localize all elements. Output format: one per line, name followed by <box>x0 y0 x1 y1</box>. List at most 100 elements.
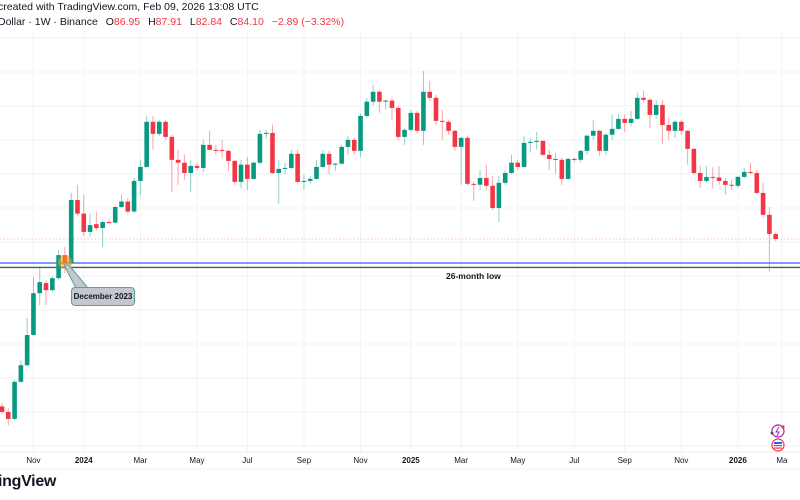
x-tick-label: 2024 <box>75 456 93 465</box>
candle-body <box>232 160 238 182</box>
candle <box>641 90 646 103</box>
candle-body <box>150 121 156 134</box>
candle <box>565 157 571 180</box>
candle <box>572 157 577 162</box>
tradingview-logo: ingView <box>0 473 57 490</box>
candle-body <box>660 104 665 126</box>
candle-body <box>270 132 275 173</box>
candle <box>125 197 131 215</box>
candle <box>238 159 244 188</box>
candle <box>358 113 363 157</box>
high-value: 87.91 <box>155 16 182 28</box>
candle-body <box>31 293 36 336</box>
december-2023-callout: December 2023 <box>71 287 135 306</box>
candle <box>156 119 162 136</box>
candle <box>440 109 445 140</box>
candle-body <box>408 112 414 130</box>
candle <box>634 92 640 120</box>
candle-body <box>723 180 728 185</box>
candle-body <box>200 144 206 168</box>
candle-body <box>106 222 112 224</box>
candle <box>647 97 653 128</box>
candle <box>24 318 30 367</box>
candle <box>735 175 741 188</box>
candle <box>351 137 357 155</box>
candle <box>490 175 495 211</box>
x-tick-label: Nov <box>353 456 367 465</box>
candle <box>748 162 753 174</box>
candle <box>484 164 489 190</box>
candle <box>414 110 420 133</box>
candle-body <box>697 172 703 181</box>
candle-body <box>320 153 326 167</box>
candle <box>666 117 672 140</box>
events-icon[interactable] <box>770 424 785 438</box>
candles <box>0 70 778 426</box>
change-value: −2.89 (−3.32%) <box>271 16 345 28</box>
x-tick-label: May <box>510 456 525 465</box>
candle <box>704 165 709 183</box>
symbol-info: Dollar · 1W · Binance <box>0 16 98 28</box>
candle-body <box>100 222 105 229</box>
candle <box>370 84 376 106</box>
candle <box>389 97 395 120</box>
candle <box>182 154 187 180</box>
candle <box>754 170 760 194</box>
candle <box>622 114 628 132</box>
candle-body <box>364 101 370 116</box>
candle <box>219 139 225 158</box>
x-tick-label: May <box>189 456 204 465</box>
candle-body <box>326 153 332 165</box>
candle-body <box>572 158 577 160</box>
candle <box>295 149 300 183</box>
candle <box>723 177 728 196</box>
candle <box>301 174 307 190</box>
us-flag-icon[interactable] <box>771 438 785 452</box>
candle <box>333 162 338 171</box>
candle-body <box>414 112 420 131</box>
x-tick-label: Mar <box>454 456 468 465</box>
candle <box>584 134 590 155</box>
candle-body <box>144 121 149 167</box>
candle-body <box>163 121 168 137</box>
open-label: O <box>105 16 114 28</box>
candle-body <box>477 177 483 185</box>
x-tick-label: 2026 <box>729 456 747 465</box>
candle <box>87 213 93 238</box>
candle-body <box>345 139 351 147</box>
candle <box>609 114 615 140</box>
candle-body <box>56 255 61 279</box>
candle-body <box>50 278 55 291</box>
candle <box>251 161 256 180</box>
candle-body <box>735 176 741 186</box>
candle <box>729 179 734 190</box>
candle-body <box>490 185 495 209</box>
candle-body <box>616 118 621 129</box>
candle-body <box>207 144 212 150</box>
candle <box>282 162 288 175</box>
candle <box>43 280 49 306</box>
candle <box>270 124 275 174</box>
candle-body <box>597 130 602 151</box>
candle-body <box>18 365 24 382</box>
watermark-created-line: created with TradingView.com, Feb 09, 20… <box>0 1 259 13</box>
candle-body <box>666 125 672 131</box>
candle-body <box>565 158 571 179</box>
candle-body <box>395 107 401 137</box>
candle <box>257 129 263 165</box>
candle <box>679 119 684 135</box>
candle <box>377 89 382 113</box>
candle-body <box>5 411 11 419</box>
candle-body <box>458 137 464 147</box>
candle <box>150 115 156 150</box>
candle <box>263 129 269 139</box>
candle-body <box>81 213 87 232</box>
candle-body <box>515 162 521 167</box>
candle-body <box>289 153 294 168</box>
candle <box>477 170 483 190</box>
candle <box>446 119 451 135</box>
candle-body <box>131 180 137 212</box>
candle-body <box>402 129 407 137</box>
candle-body <box>43 283 49 291</box>
